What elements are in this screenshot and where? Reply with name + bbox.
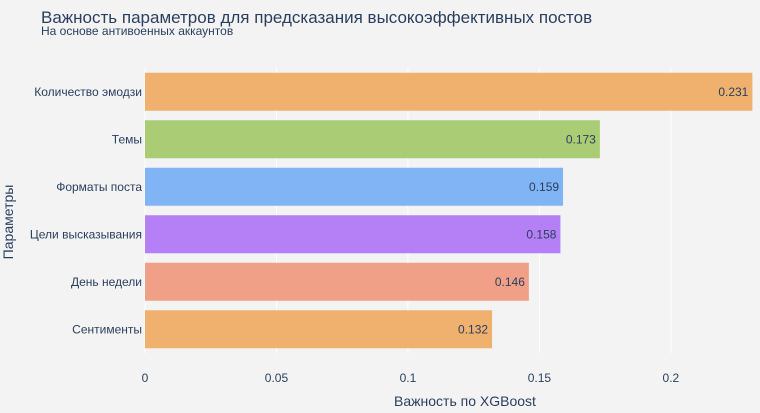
bar [145, 262, 529, 301]
chart-title: Важность параметров для предсказания выс… [41, 8, 592, 27]
bar [145, 72, 753, 111]
y-tick-label: Темы [112, 132, 142, 146]
y-tick-label: Цели высказывания [30, 227, 142, 241]
bar-value-label: 0.158 [526, 227, 556, 241]
y-tick-label: День недели [71, 275, 142, 289]
x-tick-label: 0.1 [400, 371, 417, 385]
bar-value-label: 0.173 [566, 132, 596, 146]
gridlines [144, 68, 672, 353]
bar [145, 310, 493, 349]
bar-value-label: 0.132 [458, 322, 488, 336]
x-axis-title: Важность по XGBoost [394, 393, 536, 409]
chart-subtitle: На основе антивоенных аккаунтов [41, 24, 233, 38]
x-tick-label: 0 [142, 371, 149, 385]
y-tick-label: Форматы поста [56, 180, 142, 194]
x-tick-label: 0.2 [663, 371, 680, 385]
bar-value-label: 0.159 [529, 180, 559, 194]
x-tick-label: 0.15 [528, 371, 552, 385]
x-tick-labels: 0 0.05 0.1 0.15 0.2 [142, 371, 680, 385]
y-tick-label: Количество эмодзи [34, 85, 142, 99]
bar-value-label: 0.231 [718, 85, 748, 99]
y-axis-title: Параметры [0, 185, 16, 260]
bar [145, 167, 564, 206]
y-tick-labels: Количество эмодзи Темы Форматы поста Цели в… [30, 85, 142, 337]
y-tick-label: Сентименты [72, 322, 142, 336]
x-tick-label: 0.05 [265, 371, 289, 385]
bar-value-label: 0.146 [495, 275, 525, 289]
bars: 0.231 0.173 0.159 0.158 0.146 0.132 [145, 72, 753, 349]
bar [145, 120, 600, 159]
bar [145, 215, 561, 254]
